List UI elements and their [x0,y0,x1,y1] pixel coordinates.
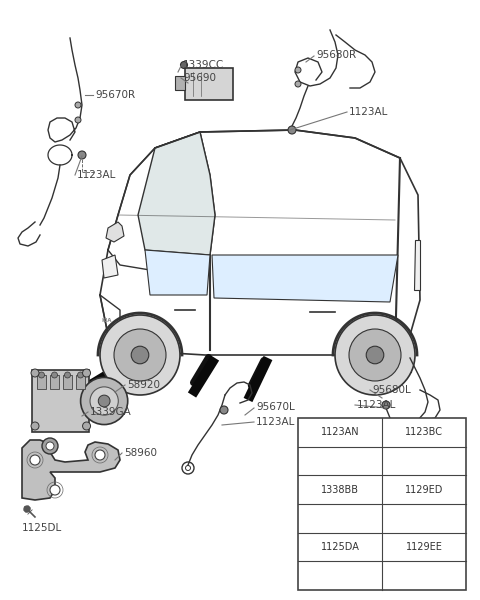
Text: 95680L: 95680L [372,385,411,395]
Text: 1125DA: 1125DA [321,542,360,552]
Circle shape [77,372,84,378]
Bar [298,418,466,590]
Circle shape [295,67,301,73]
Circle shape [75,117,81,123]
Circle shape [81,377,128,425]
Text: 1123AL: 1123AL [349,107,388,117]
Text: 1339CC: 1339CC [183,60,224,70]
Bar [63,375,72,389]
Polygon shape [334,511,346,526]
Circle shape [349,329,401,381]
Circle shape [339,452,348,461]
Bar [32,370,89,432]
Circle shape [95,450,105,460]
Circle shape [51,372,58,378]
Circle shape [337,515,343,521]
Circle shape [42,438,58,454]
Polygon shape [145,250,210,295]
Circle shape [366,346,384,364]
Text: 1338BB: 1338BB [321,485,359,494]
Circle shape [38,372,45,378]
Circle shape [288,126,296,134]
Circle shape [131,346,149,364]
Text: 1339GA: 1339GA [90,407,132,417]
Polygon shape [22,440,120,500]
Text: 58920: 58920 [127,380,160,390]
Circle shape [30,455,40,465]
Circle shape [31,369,39,377]
Text: 95670L: 95670L [256,402,295,412]
Circle shape [339,568,348,577]
Circle shape [75,102,81,108]
Circle shape [423,510,432,519]
Text: 1123AN: 1123AN [321,427,360,437]
Text: 1123AL: 1123AL [77,170,116,180]
Circle shape [31,422,39,430]
Text: 58960: 58960 [124,448,157,458]
Polygon shape [106,222,124,242]
Circle shape [64,372,71,378]
Circle shape [100,315,180,395]
Text: KIA: KIA [102,317,112,323]
Text: 95670R: 95670R [95,90,135,100]
Text: 1123BC: 1123BC [405,427,443,437]
Circle shape [295,81,301,87]
Text: 1129ED: 1129ED [405,485,443,494]
Circle shape [78,151,86,159]
Bar [50,375,59,389]
Circle shape [90,387,118,415]
Bar [37,375,46,389]
Circle shape [335,315,415,395]
Text: 95680R: 95680R [316,50,356,60]
Text: 1123AL: 1123AL [256,417,295,427]
Circle shape [98,395,110,407]
Polygon shape [102,255,118,278]
Text: 1129EE: 1129EE [406,542,443,552]
Bar [185,68,233,100]
Circle shape [114,329,166,381]
Circle shape [46,442,54,450]
Circle shape [83,369,91,377]
Polygon shape [138,132,215,255]
Circle shape [423,568,432,577]
Text: 95690: 95690 [183,73,216,83]
Circle shape [382,401,390,409]
Text: 1123AL: 1123AL [357,400,396,410]
Circle shape [423,452,432,461]
Circle shape [24,506,30,512]
Polygon shape [212,255,398,302]
Text: 1125DL: 1125DL [22,523,62,533]
Polygon shape [414,240,420,290]
Circle shape [220,406,228,414]
Polygon shape [100,130,420,355]
Circle shape [50,485,60,495]
Bar [76,375,85,389]
Circle shape [83,422,91,430]
Circle shape [180,61,188,68]
Bar [175,76,185,90]
